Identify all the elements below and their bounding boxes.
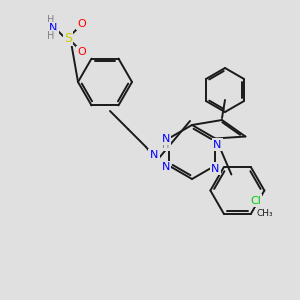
Text: Cl: Cl [250, 196, 261, 206]
Text: O: O [78, 47, 86, 57]
Text: N: N [49, 23, 57, 33]
Text: H: H [47, 15, 55, 25]
Text: N: N [150, 150, 158, 160]
Text: N: N [161, 134, 170, 143]
Text: N: N [211, 164, 220, 173]
Text: H: H [47, 31, 55, 41]
Text: H: H [162, 140, 170, 150]
Text: CH₃: CH₃ [256, 209, 273, 218]
Text: S: S [64, 32, 72, 44]
Text: N: N [161, 163, 170, 172]
Text: O: O [78, 19, 86, 29]
Text: N: N [213, 140, 222, 149]
